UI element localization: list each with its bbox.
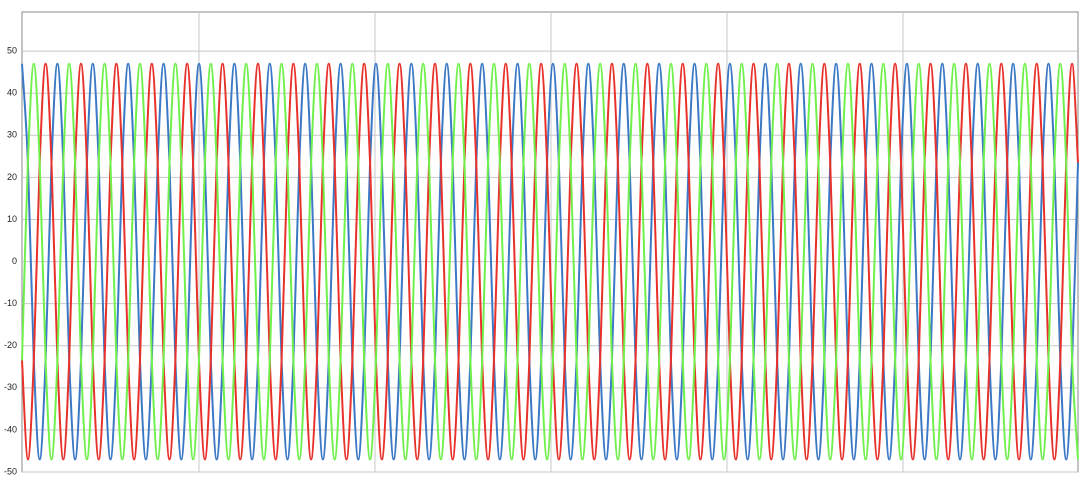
y-tick-label: 50: [7, 46, 17, 56]
y-tick-label: 40: [7, 88, 17, 98]
y-tick-label: -20: [4, 340, 17, 350]
y-tick-label: -50: [4, 466, 17, 476]
series-line: [21, 62, 1079, 461]
y-tick-label: -10: [4, 298, 17, 308]
y-tick-label: 20: [7, 172, 17, 182]
y-tick-label: 0: [12, 256, 17, 266]
series-line: [21, 62, 1079, 461]
y-tick-label: -40: [4, 424, 17, 434]
series-line: [21, 62, 1079, 461]
y-tick-label: -30: [4, 382, 17, 392]
y-tick-label: 30: [7, 130, 17, 140]
y-tick-label: 10: [7, 214, 17, 224]
